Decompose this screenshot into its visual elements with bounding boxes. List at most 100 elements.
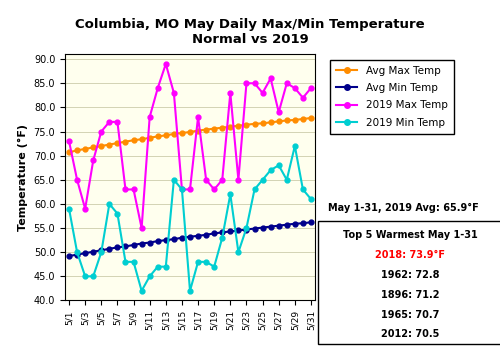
Legend: Avg Max Temp, Avg Min Temp, 2019 Max Temp, 2019 Min Temp: Avg Max Temp, Avg Min Temp, 2019 Max Tem…: [330, 59, 454, 134]
2019 Max Temp: [122, 187, 128, 191]
2019 Max Temp: [228, 91, 234, 95]
2019 Max Temp: [284, 81, 290, 85]
Text: 2018: 73.9°F: 2018: 73.9°F: [375, 250, 445, 260]
Avg Min Temp: [163, 238, 169, 242]
Avg Max Temp: [82, 147, 88, 151]
2019 Min Temp: [268, 168, 274, 172]
Avg Min Temp: [284, 223, 290, 227]
Y-axis label: Temperature (°F): Temperature (°F): [18, 124, 28, 231]
2019 Min Temp: [154, 265, 160, 269]
2019 Max Temp: [154, 86, 160, 90]
Avg Min Temp: [300, 221, 306, 226]
2019 Min Temp: [163, 265, 169, 269]
Avg Max Temp: [146, 136, 152, 140]
Avg Max Temp: [300, 117, 306, 121]
Avg Max Temp: [122, 139, 128, 144]
Avg Max Temp: [195, 129, 201, 133]
Line: Avg Max Temp: Avg Max Temp: [66, 115, 314, 155]
2019 Min Temp: [276, 163, 281, 168]
Avg Max Temp: [187, 130, 193, 134]
2019 Min Temp: [90, 274, 96, 278]
Avg Min Temp: [187, 235, 193, 239]
2019 Min Temp: [74, 250, 80, 254]
2019 Max Temp: [114, 120, 120, 124]
2019 Max Temp: [82, 207, 88, 211]
Avg Max Temp: [244, 123, 250, 127]
2019 Min Temp: [66, 207, 72, 211]
Text: 2012: 70.5: 2012: 70.5: [381, 329, 439, 340]
2019 Min Temp: [122, 260, 128, 264]
Avg Max Temp: [179, 131, 185, 135]
2019 Max Temp: [252, 81, 258, 85]
2019 Max Temp: [90, 158, 96, 163]
2019 Max Temp: [236, 178, 242, 182]
2019 Max Temp: [195, 115, 201, 119]
2019 Max Temp: [260, 91, 266, 95]
2019 Min Temp: [244, 226, 250, 230]
2019 Min Temp: [171, 178, 177, 182]
Avg Max Temp: [74, 148, 80, 152]
2019 Min Temp: [211, 265, 217, 269]
Avg Min Temp: [211, 231, 217, 236]
Avg Max Temp: [220, 126, 226, 130]
2019 Max Temp: [146, 115, 152, 119]
Avg Min Temp: [220, 230, 226, 235]
Avg Min Temp: [308, 220, 314, 224]
Avg Min Temp: [252, 226, 258, 231]
Line: Avg Min Temp: Avg Min Temp: [66, 220, 314, 258]
2019 Min Temp: [292, 144, 298, 148]
Text: Columbia, MO May Daily Max/Min Temperature
Normal vs 2019: Columbia, MO May Daily Max/Min Temperatu…: [75, 18, 425, 46]
Text: 1962: 72.8: 1962: 72.8: [381, 270, 440, 280]
Avg Min Temp: [203, 233, 209, 237]
2019 Min Temp: [284, 178, 290, 182]
2019 Min Temp: [300, 187, 306, 191]
2019 Max Temp: [98, 129, 104, 134]
Line: 2019 Max Temp: 2019 Max Temp: [66, 62, 314, 231]
Avg Max Temp: [163, 133, 169, 138]
2019 Min Temp: [146, 274, 152, 278]
2019 Min Temp: [308, 197, 314, 201]
Avg Min Temp: [98, 248, 104, 252]
2019 Min Temp: [203, 260, 209, 264]
Avg Max Temp: [284, 118, 290, 123]
Avg Max Temp: [252, 122, 258, 126]
Avg Max Temp: [228, 125, 234, 129]
Avg Min Temp: [268, 224, 274, 229]
Text: 1965: 70.7: 1965: 70.7: [381, 310, 439, 320]
Avg Min Temp: [171, 237, 177, 241]
Avg Min Temp: [114, 245, 120, 249]
Avg Max Temp: [236, 123, 242, 128]
Avg Max Temp: [66, 150, 72, 155]
Avg Max Temp: [268, 120, 274, 125]
Avg Min Temp: [66, 254, 72, 258]
2019 Max Temp: [211, 187, 217, 191]
Avg Min Temp: [106, 247, 112, 251]
2019 Max Temp: [130, 187, 136, 191]
2019 Max Temp: [163, 62, 169, 66]
2019 Max Temp: [74, 178, 80, 182]
2019 Max Temp: [203, 178, 209, 182]
Text: Top 5 Warmest May 1-31: Top 5 Warmest May 1-31: [342, 230, 477, 240]
2019 Max Temp: [268, 76, 274, 81]
2019 Min Temp: [130, 260, 136, 264]
Avg Min Temp: [74, 252, 80, 257]
2019 Max Temp: [220, 178, 226, 182]
Avg Max Temp: [308, 116, 314, 120]
Avg Min Temp: [130, 243, 136, 247]
2019 Min Temp: [114, 211, 120, 216]
2019 Min Temp: [236, 250, 242, 254]
2019 Max Temp: [276, 110, 281, 114]
Avg Min Temp: [82, 251, 88, 255]
2019 Min Temp: [98, 250, 104, 254]
Avg Max Temp: [138, 137, 144, 142]
Avg Min Temp: [138, 241, 144, 246]
Avg Max Temp: [203, 127, 209, 132]
Text: Dept. from Norm: + 1.9°: Dept. from Norm: + 1.9°: [328, 230, 461, 240]
Avg Max Temp: [171, 132, 177, 136]
Line: 2019 Min Temp: 2019 Min Temp: [66, 144, 314, 293]
Avg Max Temp: [114, 141, 120, 145]
Avg Min Temp: [236, 228, 242, 233]
Avg Min Temp: [179, 236, 185, 240]
Avg Max Temp: [106, 142, 112, 147]
Avg Min Temp: [90, 249, 96, 254]
